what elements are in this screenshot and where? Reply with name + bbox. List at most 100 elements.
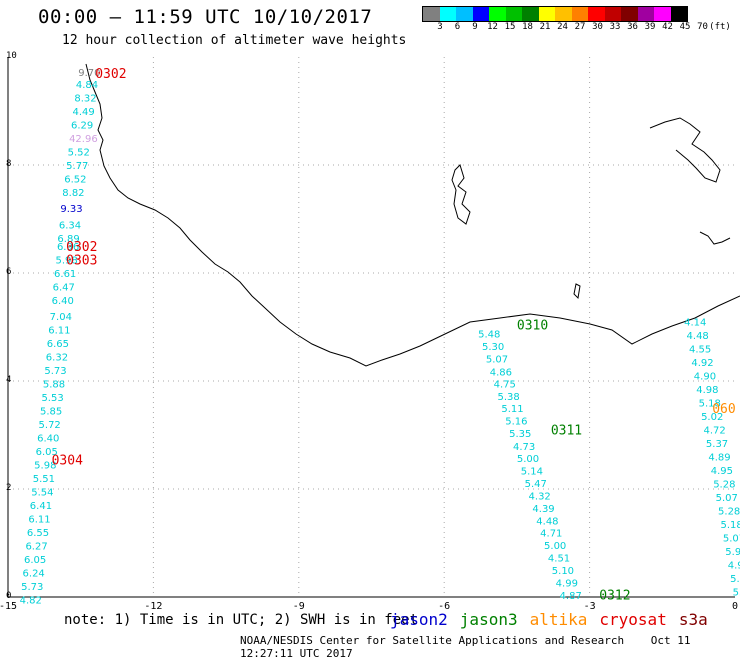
credits-org: NOAA/NESDIS Center for Satellite Applica… [240, 634, 625, 647]
legend-label: 45 [679, 22, 691, 32]
color-legend [422, 6, 688, 22]
x-tick-label: -12 [144, 601, 163, 612]
legend-swatch [489, 7, 506, 21]
y-tick-label: 10 [6, 51, 17, 61]
y-tick-label: 8 [6, 159, 12, 169]
wave-height-points: 9.704.84 8.32 4.49 6.29 42.96 5.52 5.77 6.52 8.8… [20, 68, 740, 607]
pass-time-label: 0302 [95, 67, 126, 82]
wave-height-value: 7.04 [50, 312, 72, 323]
y-tick-label: 4 [6, 375, 12, 385]
wave-height-value: 6.29 [71, 121, 93, 132]
legend-swatch [423, 7, 440, 21]
wave-height-value: 8.32 [74, 94, 96, 105]
pass-time-label: 0310 [517, 318, 548, 333]
wave-height-value: 6.65 [47, 339, 69, 350]
credits: NOAA/NESDIS Center for Satellite Applica… [240, 634, 740, 660]
satellite-label: jason2 [390, 610, 448, 629]
pass-time-label: 0304 [52, 453, 83, 468]
inland-lake [573, 283, 581, 300]
legend-label: 21 [539, 22, 551, 32]
wave-height-value: 5.16 [505, 416, 527, 427]
wave-height-value: 4.90 [728, 561, 740, 572]
legend-label: 9 [472, 22, 478, 32]
wave-height-value: 4.72 [703, 426, 725, 437]
pass-time-label: 0302 [66, 240, 97, 255]
x-tick-label: -3 [583, 601, 596, 612]
wave-height-value: 5.73 [44, 366, 66, 377]
wave-height-value: 5.07 [723, 534, 740, 545]
wave-height-value: 42.96 [69, 134, 98, 145]
wave-height-value: 6.27 [25, 542, 47, 553]
wave-height-value: 6.52 [64, 175, 86, 186]
wave-height-value: 5.54 [31, 488, 53, 499]
wave-height-value: 6.24 [23, 569, 45, 580]
legend-label: 3 [437, 22, 443, 32]
wave-height-value: 5.98 [55, 256, 77, 267]
wave-height-value: 4.51 [548, 554, 570, 565]
wave-height-value: 4.89 [708, 453, 730, 464]
wave-height-value: 4.98 [696, 385, 718, 396]
coastline [85, 63, 740, 367]
satellite-label: altika [529, 610, 588, 629]
legend-label: 33 [609, 22, 621, 32]
pass-time-label: 0303 [66, 254, 97, 269]
legend-swatch [654, 7, 671, 21]
wave-height-value: 4.75 [494, 380, 516, 391]
wave-height-value: 5.85 [40, 407, 62, 418]
legend-swatch [670, 7, 687, 21]
wave-height-value: 6.41 [30, 501, 52, 512]
wave-height-value: 5.38 [498, 392, 520, 403]
niger-delta-rivers [649, 117, 731, 245]
wave-height-value: 5.47 [525, 479, 547, 490]
wave-height-value: 5.52 [68, 148, 90, 159]
wave-height-value: 6.11 [28, 515, 50, 526]
legend-label: 6 [454, 22, 461, 32]
wave-height-value: 5.30 [482, 342, 504, 353]
wave-height-value: 5.90 [725, 547, 740, 558]
wave-height-value: 5.10 [552, 566, 574, 577]
legend-swatch [439, 7, 456, 21]
legend-swatch [621, 7, 638, 21]
legend-label: (ft) [709, 22, 731, 32]
wave-height-value: 6.96 [57, 242, 79, 253]
wave-height-value: 4.87 [560, 591, 582, 602]
wave-height-value: 5.48 [478, 329, 500, 340]
legend-label: 12 [487, 22, 498, 32]
y-tick-label: 0 [6, 591, 12, 601]
wave-height-value: 6.05 [36, 447, 58, 458]
wave-height-value: 5.00 [517, 454, 539, 465]
wave-height-value: 4.14 [684, 318, 706, 329]
wave-height-value: 6.34 [59, 220, 81, 231]
wave-height-value: 4.73 [513, 442, 535, 453]
x-tick-label: -6 [438, 601, 451, 612]
wave-height-value: 6.11 [48, 326, 70, 337]
wave-height-value: 4.82 [20, 596, 42, 607]
chart-title: 00:00 – 11:59 UTC 10/10/2017 [38, 6, 373, 28]
lake-volta [451, 164, 471, 225]
legend-label: 27 [574, 22, 586, 32]
legend-swatch [555, 7, 572, 21]
legend-label: 70 [697, 22, 708, 32]
y-tick-label: 2 [6, 483, 12, 493]
wave-height-value: 5.02 [701, 412, 723, 423]
wave-height-value: 5.72 [39, 420, 61, 431]
wave-height-value: 5.28 [718, 507, 740, 518]
wave-height-value: 4.95 [711, 466, 733, 477]
wave-height-value: 5.07 [486, 354, 508, 365]
pass-time-label: 0311 [551, 424, 582, 439]
wave-height-value: 4.99 [556, 578, 578, 589]
wave-height-value: 5.11 [501, 404, 523, 415]
wave-height-value: 5.77 [66, 161, 88, 172]
chart-subtitle: 12 hour collection of altimeter wave hei… [62, 33, 407, 48]
wave-height-value: 4.84 [76, 80, 98, 91]
pass-time-label: 060 [712, 402, 735, 417]
legend-swatch [522, 7, 539, 21]
wave-height-value: 6.55 [27, 528, 49, 539]
wave-height-value: 5.37 [706, 439, 728, 450]
x-tick-label: 0 [731, 601, 739, 612]
legend-swatch [505, 7, 522, 21]
wave-height-value: 5.14 [521, 467, 543, 478]
satellite-label: jason3 [459, 610, 518, 629]
